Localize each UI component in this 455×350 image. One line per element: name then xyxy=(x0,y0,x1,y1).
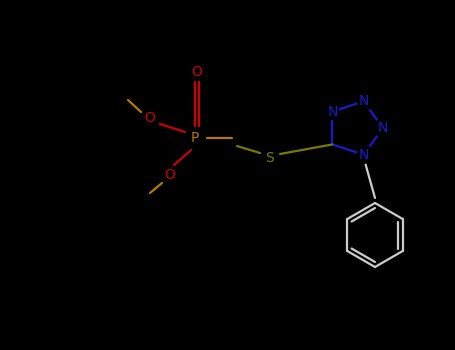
Text: S: S xyxy=(266,151,274,165)
Text: N: N xyxy=(359,148,369,162)
Text: O: O xyxy=(165,168,176,182)
Text: N: N xyxy=(359,94,369,108)
Text: N: N xyxy=(327,105,338,119)
Text: N: N xyxy=(327,105,338,119)
Text: O: O xyxy=(192,65,202,79)
Text: N: N xyxy=(378,121,388,135)
Text: N: N xyxy=(359,94,369,108)
Text: P: P xyxy=(191,131,199,145)
Text: N: N xyxy=(359,148,369,162)
Text: P: P xyxy=(191,131,199,145)
Text: O: O xyxy=(145,111,156,125)
Text: O: O xyxy=(165,168,176,182)
Text: S: S xyxy=(266,151,274,165)
Text: N: N xyxy=(378,121,388,135)
Text: O: O xyxy=(145,111,156,125)
Text: O: O xyxy=(192,65,202,79)
